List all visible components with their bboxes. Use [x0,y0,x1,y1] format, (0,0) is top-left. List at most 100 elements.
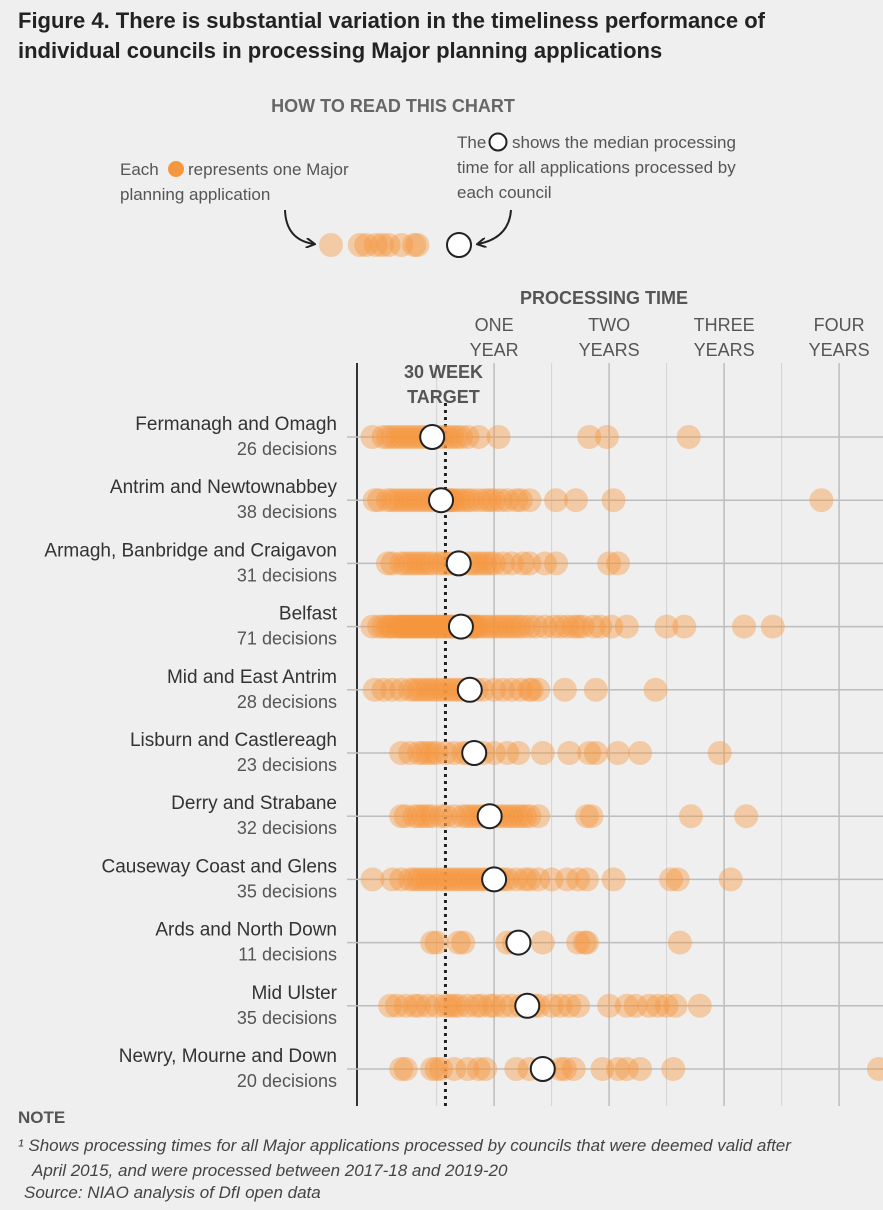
application-dot [389,614,414,639]
application-dot [415,551,440,576]
application-dot [583,677,608,702]
application-dot [517,804,542,829]
legend-example-median [446,232,472,258]
x-tick-label: YEAR [470,340,519,360]
application-dot [530,741,555,765]
application-dot [482,993,507,1018]
application-dot [402,551,427,576]
application-dot [406,804,431,829]
application-dot [504,1057,529,1081]
application-dot [555,614,580,639]
application-dot [676,425,701,449]
application-dot [508,488,533,513]
application-dot [566,993,591,1018]
application-dot [464,993,489,1018]
application-dot [429,614,454,639]
application-dot [442,741,467,765]
application-dot [420,930,445,955]
application-dot [557,741,582,765]
application-dot [544,488,569,513]
application-dot [455,993,480,1018]
council-name: Ards and North Down [155,920,337,941]
legend-example-dot [363,233,388,257]
legend-example-dot [402,233,427,257]
application-dot [659,867,684,892]
application-dot [477,551,502,576]
application-dot [466,614,491,639]
application-dot [378,614,403,639]
x-tick-label: FOUR [814,315,865,335]
application-dot [455,804,480,829]
application-dot [490,551,515,576]
application-dot [424,741,449,765]
application-dot [583,741,608,765]
legend-dot-icon [168,161,184,177]
application-dot [398,677,423,702]
application-dot [406,551,431,576]
application-dot [420,1057,445,1081]
application-dot [526,804,551,829]
application-dot [413,614,438,639]
application-dot [378,993,403,1018]
application-dot [513,804,538,829]
application-dot [601,488,626,513]
application-dot [468,993,493,1018]
application-dot [429,804,454,829]
council-name: Mid and East Antrim [167,667,337,688]
application-dot [482,551,507,576]
application-dot [455,488,480,513]
application-dot [504,804,529,829]
strip-chart: HOW TO READ THIS CHART Each represents o… [44,96,883,1106]
application-dot [614,614,639,639]
application-dot [508,677,533,702]
legend-example-dot [389,233,414,257]
council-name: Fermanagh and Omagh [135,414,337,435]
application-dot [433,993,458,1018]
application-dot [380,614,405,639]
application-dot [442,804,467,829]
application-dot [367,488,392,513]
application-dot [502,614,527,639]
application-dot [566,867,591,892]
application-dot [510,614,535,639]
application-dot [451,804,476,829]
application-dot [422,614,447,639]
application-dot [417,614,442,639]
application-dot [375,551,400,576]
application-dot [663,993,688,1018]
council-row: Mid Ulster 35 decisions [237,983,883,1028]
application-dot [446,867,471,892]
application-dot [466,1057,491,1081]
application-dot [411,804,436,829]
application-dot [406,867,431,892]
council-decisions: 35 decisions [237,881,337,901]
application-dot [575,867,599,892]
application-dot [605,741,630,765]
median-marker [461,740,488,766]
council-decisions: 32 decisions [237,818,337,838]
figure-title-line-1: Figure 4. There is substantial variation… [18,8,765,33]
application-dot [402,425,427,449]
application-dot [504,867,529,892]
application-dot [393,488,418,513]
application-dot [477,488,502,513]
application-dot [561,1057,586,1081]
median-marker [428,487,455,514]
application-dot [455,1057,480,1081]
council-name: Derry and Strabane [171,793,337,814]
application-dot [517,614,542,639]
footnote-line-1: ¹ Shows processing times for all Major a… [18,1136,791,1155]
application-dot [371,677,396,702]
application-dot [597,551,622,576]
application-dot [552,677,577,702]
application-dot [411,867,436,892]
application-dot [380,551,405,576]
application-dot [561,614,586,639]
application-dot [406,614,431,639]
application-dot [661,1057,686,1081]
application-dot [415,677,440,702]
application-dot [563,488,588,513]
application-dot [517,488,542,513]
application-dot [393,614,418,639]
application-dot [510,551,535,576]
